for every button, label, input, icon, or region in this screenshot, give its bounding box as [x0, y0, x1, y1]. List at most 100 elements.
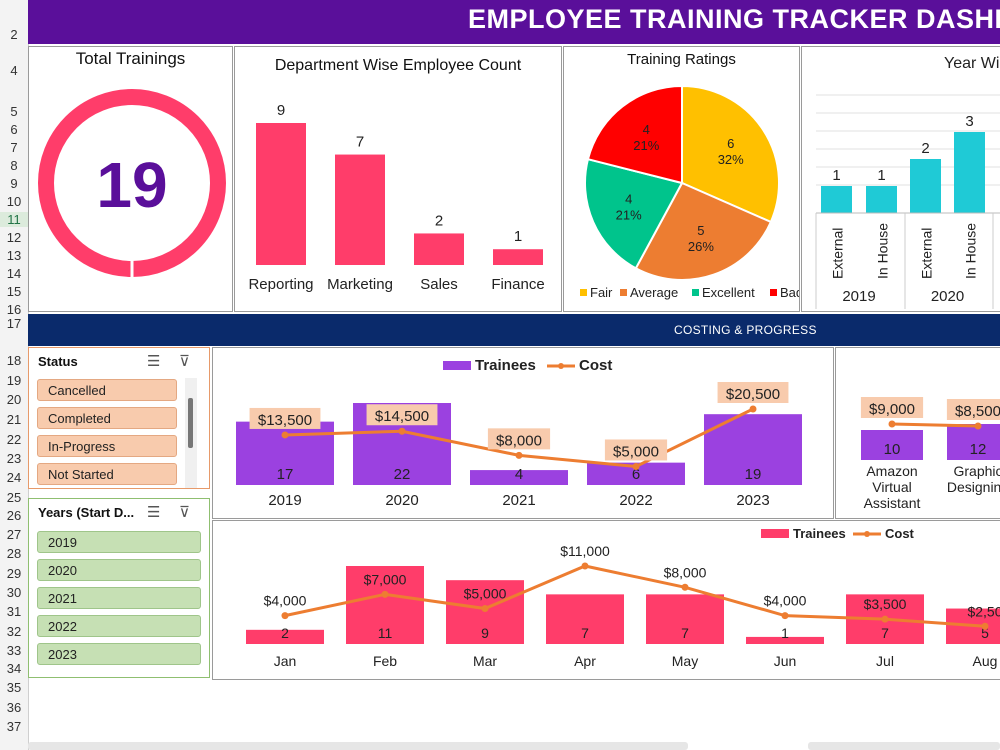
- ratings-pie-chart: 632%526%421%421%Fair Average Excellent Bad: [580, 84, 799, 300]
- cost-point: [681, 583, 689, 591]
- year-option-2019[interactable]: 2019: [37, 531, 201, 553]
- pie-slice-fair: [681, 84, 780, 224]
- cost-label-bg: [604, 439, 668, 461]
- row-number[interactable]: 33: [6, 643, 22, 658]
- row-number[interactable]: 19: [6, 373, 22, 388]
- legend-label: Excellent: [702, 285, 755, 300]
- bar-trainees-2021: [470, 470, 568, 485]
- legend-label: Trainees: [793, 526, 846, 541]
- row-number[interactable]: 28: [6, 546, 22, 561]
- cost-value-label: $14,500: [375, 408, 429, 425]
- row-number[interactable]: 25: [6, 490, 22, 505]
- monthly-cost-chart: 2 Jan 11 Feb 9 Mar 7 Apr 7 May 1 Jun 7 Jul 5 Aug $4,000 $…: [246, 526, 1000, 669]
- ratings-chart-panel[interactable]: Training Ratings 6 32% 5 26% 4 21% 4 21% Fair Ave…: [563, 46, 800, 312]
- cost-point: [632, 462, 640, 470]
- status-option-in-progress[interactable]: In-Progress: [37, 435, 177, 457]
- row-number[interactable]: 30: [6, 585, 22, 600]
- years-slicer[interactable]: Years (Start D... ☰ ⊽ 2019 2020 2021 2022 20…: [28, 498, 210, 678]
- row-number[interactable]: 26: [6, 508, 22, 523]
- row-number[interactable]: 6: [10, 122, 18, 137]
- bar-sales: [414, 233, 464, 265]
- row-number[interactable]: 8: [10, 158, 18, 173]
- row-number[interactable]: 16: [6, 302, 22, 317]
- bar-finance: [493, 249, 543, 265]
- row-number[interactable]: 15: [6, 284, 22, 299]
- horizontal-scrollbar-right[interactable]: [808, 742, 1000, 750]
- row-number[interactable]: 27: [6, 527, 22, 542]
- legend-swatch-fair: [580, 289, 587, 296]
- yearwise-chart-panel[interactable]: Year Wi 1 External 1 In House 2019 2 External 3…: [801, 46, 1000, 312]
- pie-slice-bad: [586, 84, 683, 185]
- row-number[interactable]: 35: [6, 680, 22, 695]
- bar-trainees-jun: [746, 636, 824, 644]
- row-number[interactable]: 17: [6, 316, 22, 331]
- status-option-cancelled[interactable]: Cancelled: [37, 379, 177, 401]
- row-number[interactable]: 23: [6, 451, 22, 466]
- row-number[interactable]: 31: [6, 604, 22, 619]
- total-trainings-panel[interactable]: Total Trainings 19: [28, 46, 233, 312]
- category-label: May: [672, 653, 698, 669]
- row-number[interactable]: 29: [6, 566, 22, 581]
- cost-point: [381, 590, 389, 598]
- yearly-cost-chart-panel[interactable]: 17 2019 22 2020 4 2021 6 2022 19 2023 $13,500 $14,5…: [212, 347, 834, 519]
- cost-line: [891, 422, 979, 428]
- pie-slice-excellent: [584, 157, 684, 270]
- row-number[interactable]: 11: [0, 212, 28, 227]
- year-group-label: 2019: [842, 288, 875, 305]
- row-header-strip: 2 4 5 6 7 8 9 10 11 12 13 14 15 16 17 18 19 20 21 22 23 24 25 2…: [0, 0, 29, 750]
- row-number[interactable]: 12: [6, 230, 22, 245]
- row-number[interactable]: 4: [10, 63, 18, 78]
- cost-point: [749, 405, 757, 413]
- cost-point: [515, 451, 523, 459]
- pie-percent-label: 26%: [688, 239, 714, 254]
- multi-select-icon[interactable]: ☰: [147, 504, 161, 521]
- horizontal-scrollbar-left[interactable]: [28, 742, 688, 750]
- category-label: Jan: [274, 653, 297, 669]
- year-option-2021[interactable]: 2021: [37, 587, 201, 609]
- row-number[interactable]: 20: [6, 392, 22, 407]
- status-slicer[interactable]: Status ☰ ⊽ Cancelled Completed In-Progress…: [28, 347, 210, 489]
- year-option-2022[interactable]: 2022: [37, 615, 201, 637]
- bar-2020-in-house: [954, 132, 985, 213]
- row-number[interactable]: 22: [6, 432, 22, 447]
- department-chart-panel[interactable]: Department Wise Employee Count 9 Reportin…: [234, 46, 562, 312]
- bar-value-label: 12: [970, 441, 987, 458]
- status-option-completed[interactable]: Completed: [37, 407, 177, 429]
- year-option-2023[interactable]: 2023: [37, 643, 201, 665]
- legend-swatch-cost-dot: [558, 363, 564, 369]
- bar-trainees-jan: [246, 629, 324, 644]
- row-number[interactable]: 9: [10, 176, 18, 191]
- legend-swatch-average: [620, 289, 627, 296]
- category-label: In House: [875, 223, 891, 279]
- cost-point: [281, 612, 289, 620]
- row-number[interactable]: 2: [10, 27, 18, 42]
- row-number[interactable]: 37: [6, 719, 22, 734]
- clear-filter-icon[interactable]: ⊽: [179, 353, 190, 370]
- row-number[interactable]: 14: [6, 266, 22, 281]
- status-option-not-started[interactable]: Not Started: [37, 463, 177, 485]
- row-number[interactable]: 34: [6, 661, 22, 676]
- cost-value-label: $9,000: [869, 401, 915, 418]
- row-number[interactable]: 24: [6, 470, 22, 485]
- row-number[interactable]: 5: [10, 104, 18, 119]
- category-label: Feb: [373, 653, 397, 669]
- row-number[interactable]: 36: [6, 700, 22, 715]
- year-option-2020[interactable]: 2020: [37, 559, 201, 581]
- row-number[interactable]: 21: [6, 412, 22, 427]
- cost-value-label: $11,000: [560, 543, 610, 559]
- row-number[interactable]: 13: [6, 248, 22, 263]
- category-label: External: [830, 228, 846, 279]
- row-number[interactable]: 32: [6, 624, 22, 639]
- bar-value-label: 7: [881, 625, 889, 641]
- clear-filter-icon[interactable]: ⊽: [179, 504, 190, 521]
- legend-label: Average: [630, 285, 678, 300]
- monthly-cost-chart-panel[interactable]: 2 Jan 11 Feb 9 Mar 7 Apr 7 May 1 Jun 7 Jul 5 Aug $4,000 $…: [212, 520, 1000, 680]
- row-number[interactable]: 7: [10, 140, 18, 155]
- row-number[interactable]: 10: [6, 194, 22, 209]
- row-number[interactable]: 18: [6, 353, 22, 368]
- course-cost-chart-panel[interactable]: 10 Amazon Virtual Assistant 12 Graphic Designi…: [835, 347, 1000, 519]
- slicer-scroll-thumb[interactable]: [188, 398, 193, 448]
- category-label: 2020: [385, 492, 418, 509]
- category-label: Apr: [574, 653, 596, 669]
- multi-select-icon[interactable]: ☰: [147, 353, 161, 370]
